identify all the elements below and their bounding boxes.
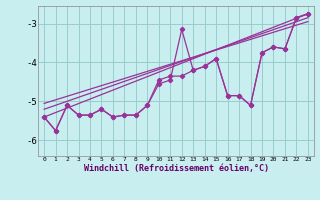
X-axis label: Windchill (Refroidissement éolien,°C): Windchill (Refroidissement éolien,°C) xyxy=(84,164,268,173)
